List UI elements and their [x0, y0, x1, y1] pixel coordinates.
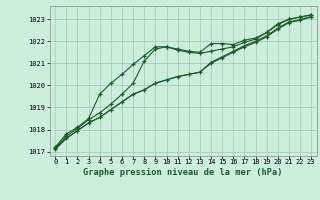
X-axis label: Graphe pression niveau de la mer (hPa): Graphe pression niveau de la mer (hPa) — [84, 168, 283, 177]
